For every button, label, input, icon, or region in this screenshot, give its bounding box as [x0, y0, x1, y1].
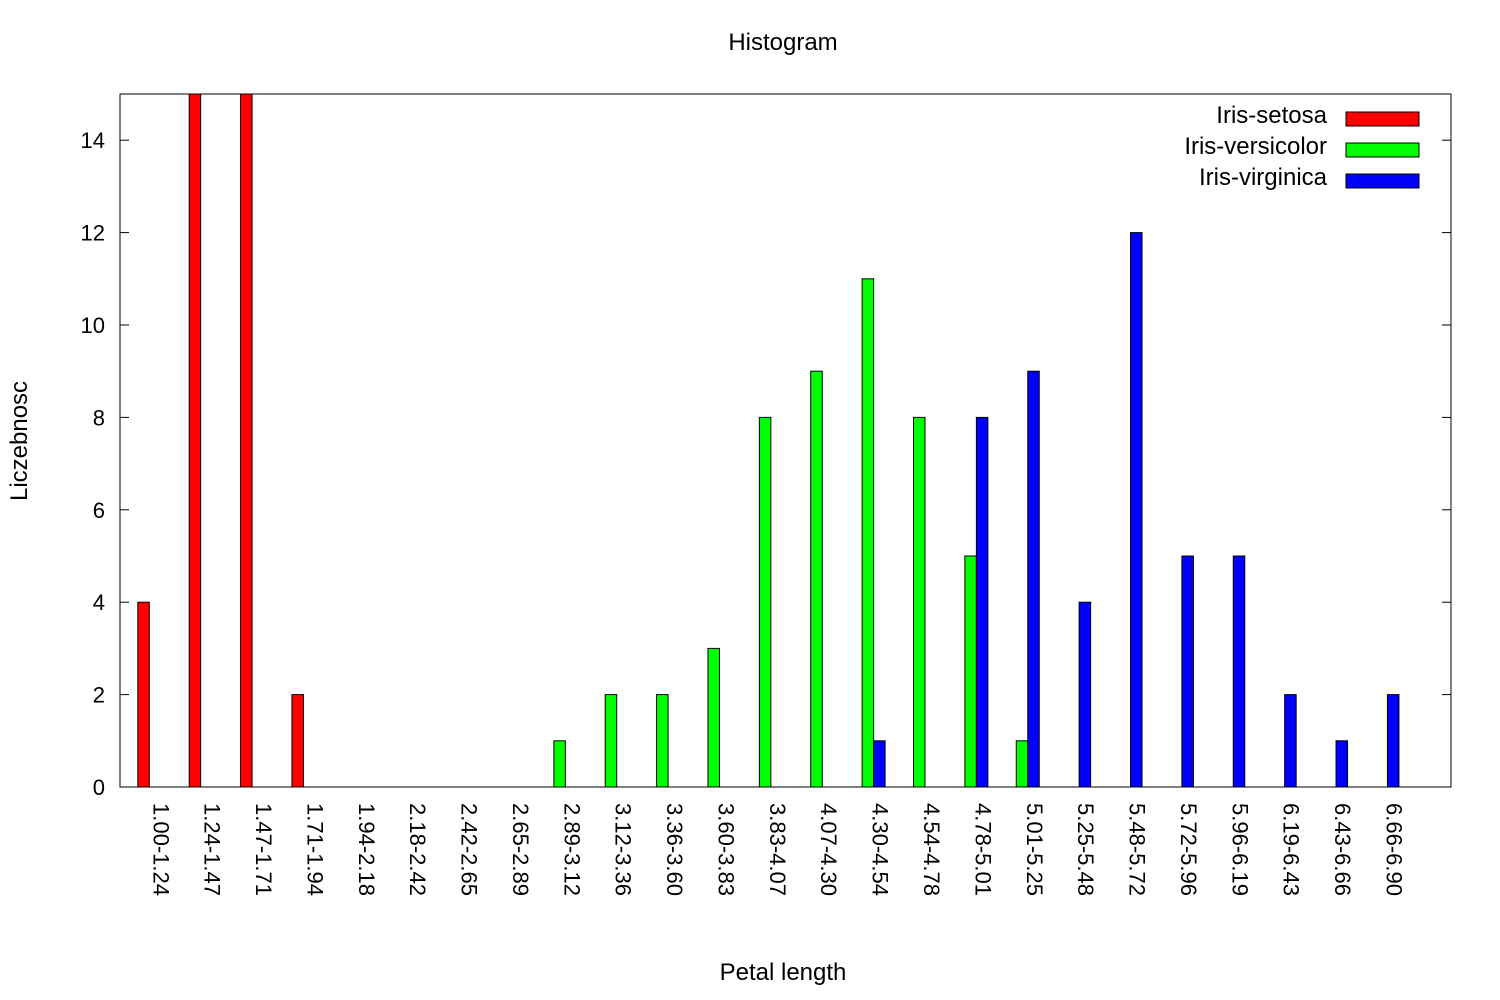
y-tick-label: 14	[81, 128, 105, 153]
bar-iris-virginica	[873, 740, 886, 788]
x-axis-label: Petal length	[720, 959, 847, 986]
legend: Iris-setosa Iris-versicolor Iris-virginica	[1184, 102, 1420, 191]
chart-title: Histogram	[728, 29, 837, 56]
x-tick-label: 1.00-1.24	[148, 803, 173, 896]
bar-series-group	[137, 93, 1400, 788]
bar-iris-virginica	[1232, 555, 1246, 788]
x-tick-label: 4.54-4.78	[919, 803, 944, 896]
bar-iris-versicolor	[810, 370, 823, 788]
y-tick-label: 8	[93, 405, 105, 430]
x-tick-label: 5.48-5.72	[1125, 803, 1150, 896]
bar-iris-virginica	[1130, 232, 1143, 788]
x-tick-label: 3.60-3.83	[713, 803, 738, 896]
x-tick-label: 6.66-6.90	[1381, 803, 1406, 896]
y-axis-ticks: 0 2 4 6 8 10 12 14	[81, 128, 1451, 800]
x-tick-label: 4.07-4.30	[816, 803, 841, 896]
legend-label: Iris-versicolor	[1184, 133, 1327, 160]
bar-iris-versicolor	[758, 416, 772, 788]
bar-iris-versicolor	[604, 694, 618, 788]
bar-iris-virginica	[1284, 694, 1297, 788]
x-tick-label: 2.89-3.12	[559, 803, 584, 896]
y-tick-label: 6	[93, 498, 105, 523]
x-tick-label: 1.94-2.18	[354, 803, 379, 896]
bar-iris-setosa	[291, 694, 304, 788]
plot-frame	[119, 93, 1452, 788]
legend-label: Iris-setosa	[1216, 102, 1327, 129]
bar-iris-versicolor	[656, 694, 669, 788]
bar-iris-setosa	[137, 601, 150, 788]
bar-iris-setosa	[240, 93, 253, 788]
bar-iris-setosa	[188, 93, 202, 788]
legend-swatch	[1345, 142, 1420, 158]
x-tick-label: 6.19-6.43	[1279, 803, 1304, 896]
bar-iris-virginica	[1078, 601, 1092, 788]
bar-iris-versicolor	[1015, 740, 1029, 788]
y-axis-label: Liczebnosc	[6, 381, 33, 501]
x-tick-label: 5.01-5.25	[1022, 803, 1047, 896]
bar-iris-versicolor	[707, 647, 720, 788]
legend-label: Iris-virginica	[1199, 164, 1328, 191]
bar-iris-virginica	[1181, 555, 1194, 788]
x-tick-label: 2.42-2.65	[457, 803, 482, 896]
x-tick-label: 6.43-6.66	[1330, 803, 1355, 896]
x-tick-label: 4.30-4.54	[868, 803, 893, 896]
x-tick-label: 3.36-3.60	[662, 803, 687, 896]
x-tick-label: 5.72-5.96	[1176, 803, 1201, 896]
bar-iris-virginica	[1027, 370, 1040, 788]
x-tick-label: 2.65-2.89	[508, 803, 533, 896]
legend-swatch	[1345, 173, 1420, 189]
bar-iris-virginica	[1386, 694, 1400, 788]
y-tick-label: 2	[93, 683, 105, 708]
x-tick-label: 3.12-3.36	[611, 803, 636, 896]
x-tick-label: 1.47-1.71	[251, 803, 276, 896]
legend-swatch	[1345, 111, 1420, 127]
x-tick-label: 1.24-1.47	[200, 803, 225, 896]
x-tick-label: 3.83-4.07	[765, 803, 790, 896]
y-tick-label: 0	[93, 775, 105, 800]
x-axis-ticks: 1.00-1.24 1.24-1.47 1.47-1.71 1.71-1.94 1.94…	[148, 803, 1406, 896]
x-tick-label: 4.78-5.01	[970, 803, 995, 896]
y-tick-label: 4	[93, 590, 105, 615]
x-tick-label: 5.25-5.48	[1073, 803, 1098, 896]
bar-iris-virginica	[975, 416, 989, 788]
x-tick-label: 2.18-2.42	[405, 803, 430, 896]
bar-iris-versicolor	[913, 416, 926, 788]
y-tick-label: 10	[81, 313, 105, 338]
x-tick-label: 1.71-1.94	[302, 803, 327, 896]
bar-iris-versicolor	[964, 555, 977, 788]
x-tick-label: 5.96-6.19	[1227, 803, 1252, 896]
bar-iris-virginica	[1335, 740, 1349, 788]
bar-iris-versicolor	[861, 278, 875, 788]
y-tick-label: 12	[81, 221, 105, 246]
bar-iris-versicolor	[553, 740, 566, 788]
